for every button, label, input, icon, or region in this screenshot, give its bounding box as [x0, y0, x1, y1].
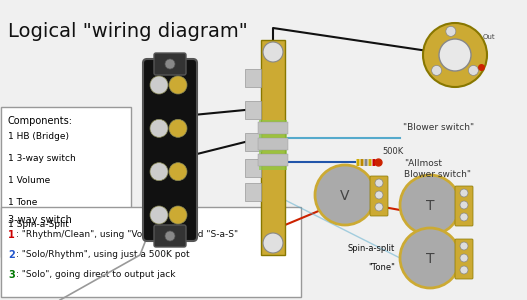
Text: Logical "wiring diagram": Logical "wiring diagram"	[8, 22, 248, 41]
FancyBboxPatch shape	[455, 239, 473, 279]
FancyBboxPatch shape	[1, 207, 301, 297]
Text: : "Solo", going direct to output jack: : "Solo", going direct to output jack	[16, 270, 175, 279]
Text: V: V	[340, 189, 350, 203]
Circle shape	[169, 119, 187, 137]
Bar	[245, 101, 261, 119]
Circle shape	[150, 163, 168, 181]
Circle shape	[315, 165, 375, 225]
Text: : "Rhythm/Clean", using "Vol", "Tone" and "S-a-S": : "Rhythm/Clean", using "Vol", "Tone" an…	[16, 230, 238, 239]
Circle shape	[375, 179, 383, 187]
Circle shape	[375, 191, 383, 199]
Circle shape	[432, 65, 442, 75]
Circle shape	[460, 189, 468, 197]
Circle shape	[460, 242, 468, 250]
Text: 1: 1	[8, 230, 15, 240]
Text: 3-way switch: 3-way switch	[8, 215, 72, 225]
Text: Blower switch": Blower switch"	[404, 170, 471, 179]
Text: Spin-a-split: Spin-a-split	[348, 244, 395, 253]
Circle shape	[169, 76, 187, 94]
Text: "Blower switch": "Blower switch"	[403, 123, 474, 132]
Bar	[258, 122, 288, 134]
FancyBboxPatch shape	[455, 186, 473, 226]
Circle shape	[169, 206, 187, 224]
Text: : "Solo/Rhythm", using just a 500K pot: : "Solo/Rhythm", using just a 500K pot	[16, 250, 190, 259]
Bar	[259, 120, 287, 170]
Bar	[245, 183, 261, 201]
Circle shape	[400, 175, 460, 235]
Bar	[261, 40, 285, 255]
Circle shape	[263, 233, 283, 253]
Text: 1 HB (Bridge): 1 HB (Bridge)	[8, 132, 69, 141]
Circle shape	[169, 163, 187, 181]
FancyBboxPatch shape	[154, 53, 186, 75]
Text: 1 Tone: 1 Tone	[8, 198, 37, 207]
Circle shape	[460, 201, 468, 209]
Text: 1 Volume: 1 Volume	[8, 176, 50, 185]
Circle shape	[165, 231, 175, 241]
Circle shape	[439, 39, 471, 71]
Text: T: T	[426, 199, 434, 213]
Circle shape	[150, 76, 168, 94]
Text: 1 3-way switch: 1 3-way switch	[8, 154, 76, 163]
Text: Components:: Components:	[8, 116, 73, 126]
Text: "Allmost: "Allmost	[404, 159, 442, 168]
FancyBboxPatch shape	[1, 107, 131, 257]
Circle shape	[460, 213, 468, 221]
Text: Out: Out	[483, 34, 495, 40]
Bar	[245, 133, 261, 151]
Text: T: T	[426, 252, 434, 266]
Circle shape	[423, 23, 487, 87]
Circle shape	[460, 266, 468, 274]
Bar	[258, 138, 288, 150]
FancyBboxPatch shape	[154, 225, 186, 247]
Bar	[245, 69, 261, 87]
Circle shape	[446, 26, 456, 36]
FancyBboxPatch shape	[143, 59, 197, 241]
Bar	[258, 154, 288, 166]
Text: 1 Spin-a-Split: 1 Spin-a-Split	[8, 220, 69, 229]
Text: "Tone": "Tone"	[368, 263, 395, 272]
FancyBboxPatch shape	[370, 176, 388, 216]
Circle shape	[460, 254, 468, 262]
Circle shape	[469, 65, 479, 75]
Text: 3: 3	[8, 270, 15, 280]
Text: 2: 2	[8, 250, 15, 260]
Text: 500K: 500K	[382, 147, 403, 156]
Circle shape	[400, 228, 460, 288]
Circle shape	[375, 203, 383, 211]
Circle shape	[150, 206, 168, 224]
Bar	[245, 159, 261, 177]
Circle shape	[165, 59, 175, 69]
Circle shape	[150, 119, 168, 137]
Circle shape	[263, 42, 283, 62]
